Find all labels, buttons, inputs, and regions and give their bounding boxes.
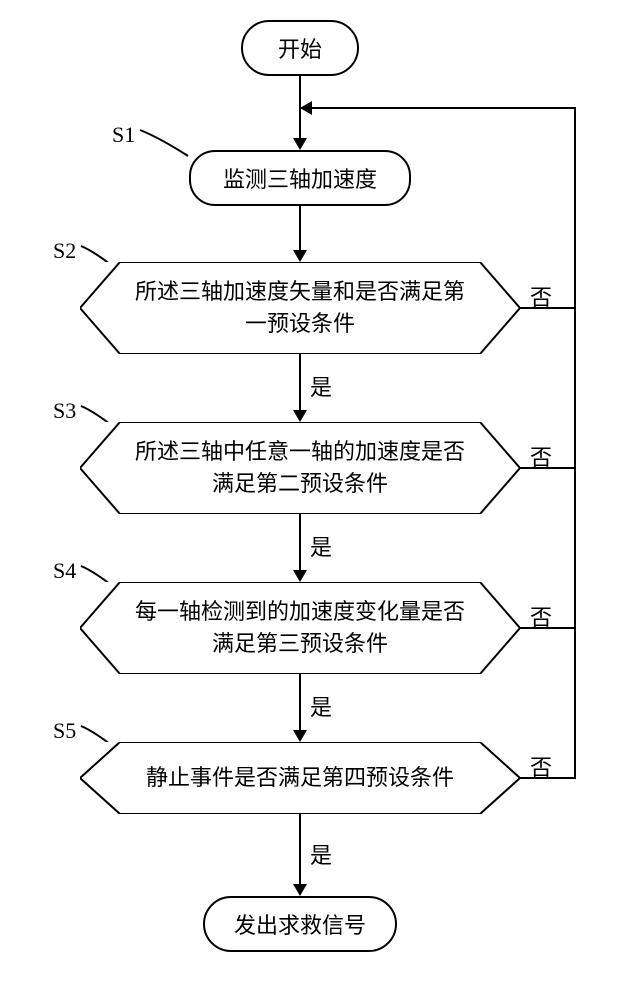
decision-s5: 静止事件是否满足第四预设条件 xyxy=(80,742,520,814)
d1-no-label: 否 xyxy=(530,280,552,312)
d4-no-label: 否 xyxy=(530,750,552,782)
s4-label: S4 xyxy=(53,558,76,584)
decision-s2: 所述三轴加速度矢量和是否满足第 一预设条件 xyxy=(80,262,520,354)
end-label: 发出求救信号 xyxy=(234,908,366,940)
d2-no-label: 否 xyxy=(530,440,552,472)
s2-label: S2 xyxy=(53,238,76,264)
d2-yes-label: 是 xyxy=(310,530,332,562)
arrow-d2-d3 xyxy=(299,514,301,572)
d1-yes-label: 是 xyxy=(310,370,332,402)
decision-s3: 所述三轴中任意一轴的加速度是否 满足第二预设条件 xyxy=(80,422,520,514)
arrow-d3-d4 xyxy=(299,674,301,732)
arrow-monitor-d1 xyxy=(299,206,301,252)
d1-junction xyxy=(574,307,576,309)
d2-line2: 满足第二预设条件 xyxy=(212,471,388,496)
arrow-d3-d4-head xyxy=(293,730,307,742)
return-horizontal xyxy=(300,107,576,109)
end-node: 发出求救信号 xyxy=(203,896,397,952)
monitor-text: 监测三轴加速度 xyxy=(223,162,377,194)
arrow-d2-d3-head xyxy=(293,570,307,582)
decision-s4: 每一轴检测到的加速度变化量是否 满足第三预设条件 xyxy=(80,582,520,674)
d4-line1: 静止事件是否满足第四预设条件 xyxy=(146,765,454,790)
start-node: 开始 xyxy=(241,20,359,76)
return-vertical xyxy=(574,108,576,779)
d1-line1: 所述三轴加速度矢量和是否满足第 xyxy=(135,279,465,304)
arrow-start-monitor-head xyxy=(293,138,307,150)
d3-yes-label: 是 xyxy=(310,690,332,722)
d3-line1: 每一轴检测到的加速度变化量是否 xyxy=(135,599,465,624)
d4-yes-label: 是 xyxy=(310,838,332,870)
s5-label: S5 xyxy=(53,718,76,744)
d2-line1: 所述三轴中任意一轴的加速度是否 xyxy=(135,439,465,464)
arrow-monitor-d1-head xyxy=(293,250,307,262)
d3-no-label: 否 xyxy=(530,600,552,632)
monitor-node: 监测三轴加速度 xyxy=(189,150,411,206)
arrow-d1-d2-head xyxy=(293,410,307,422)
s3-label: S3 xyxy=(53,398,76,424)
s1-hook xyxy=(138,128,198,168)
arrow-d4-end-head xyxy=(293,884,307,896)
d1-line2: 一预设条件 xyxy=(245,311,355,336)
arrow-d1-d2 xyxy=(299,354,301,412)
s1-label: S1 xyxy=(112,122,135,148)
d3-line2: 满足第三预设条件 xyxy=(212,631,388,656)
return-arrow-head xyxy=(300,101,312,115)
arrow-d4-end xyxy=(299,814,301,886)
start-label: 开始 xyxy=(278,32,322,64)
